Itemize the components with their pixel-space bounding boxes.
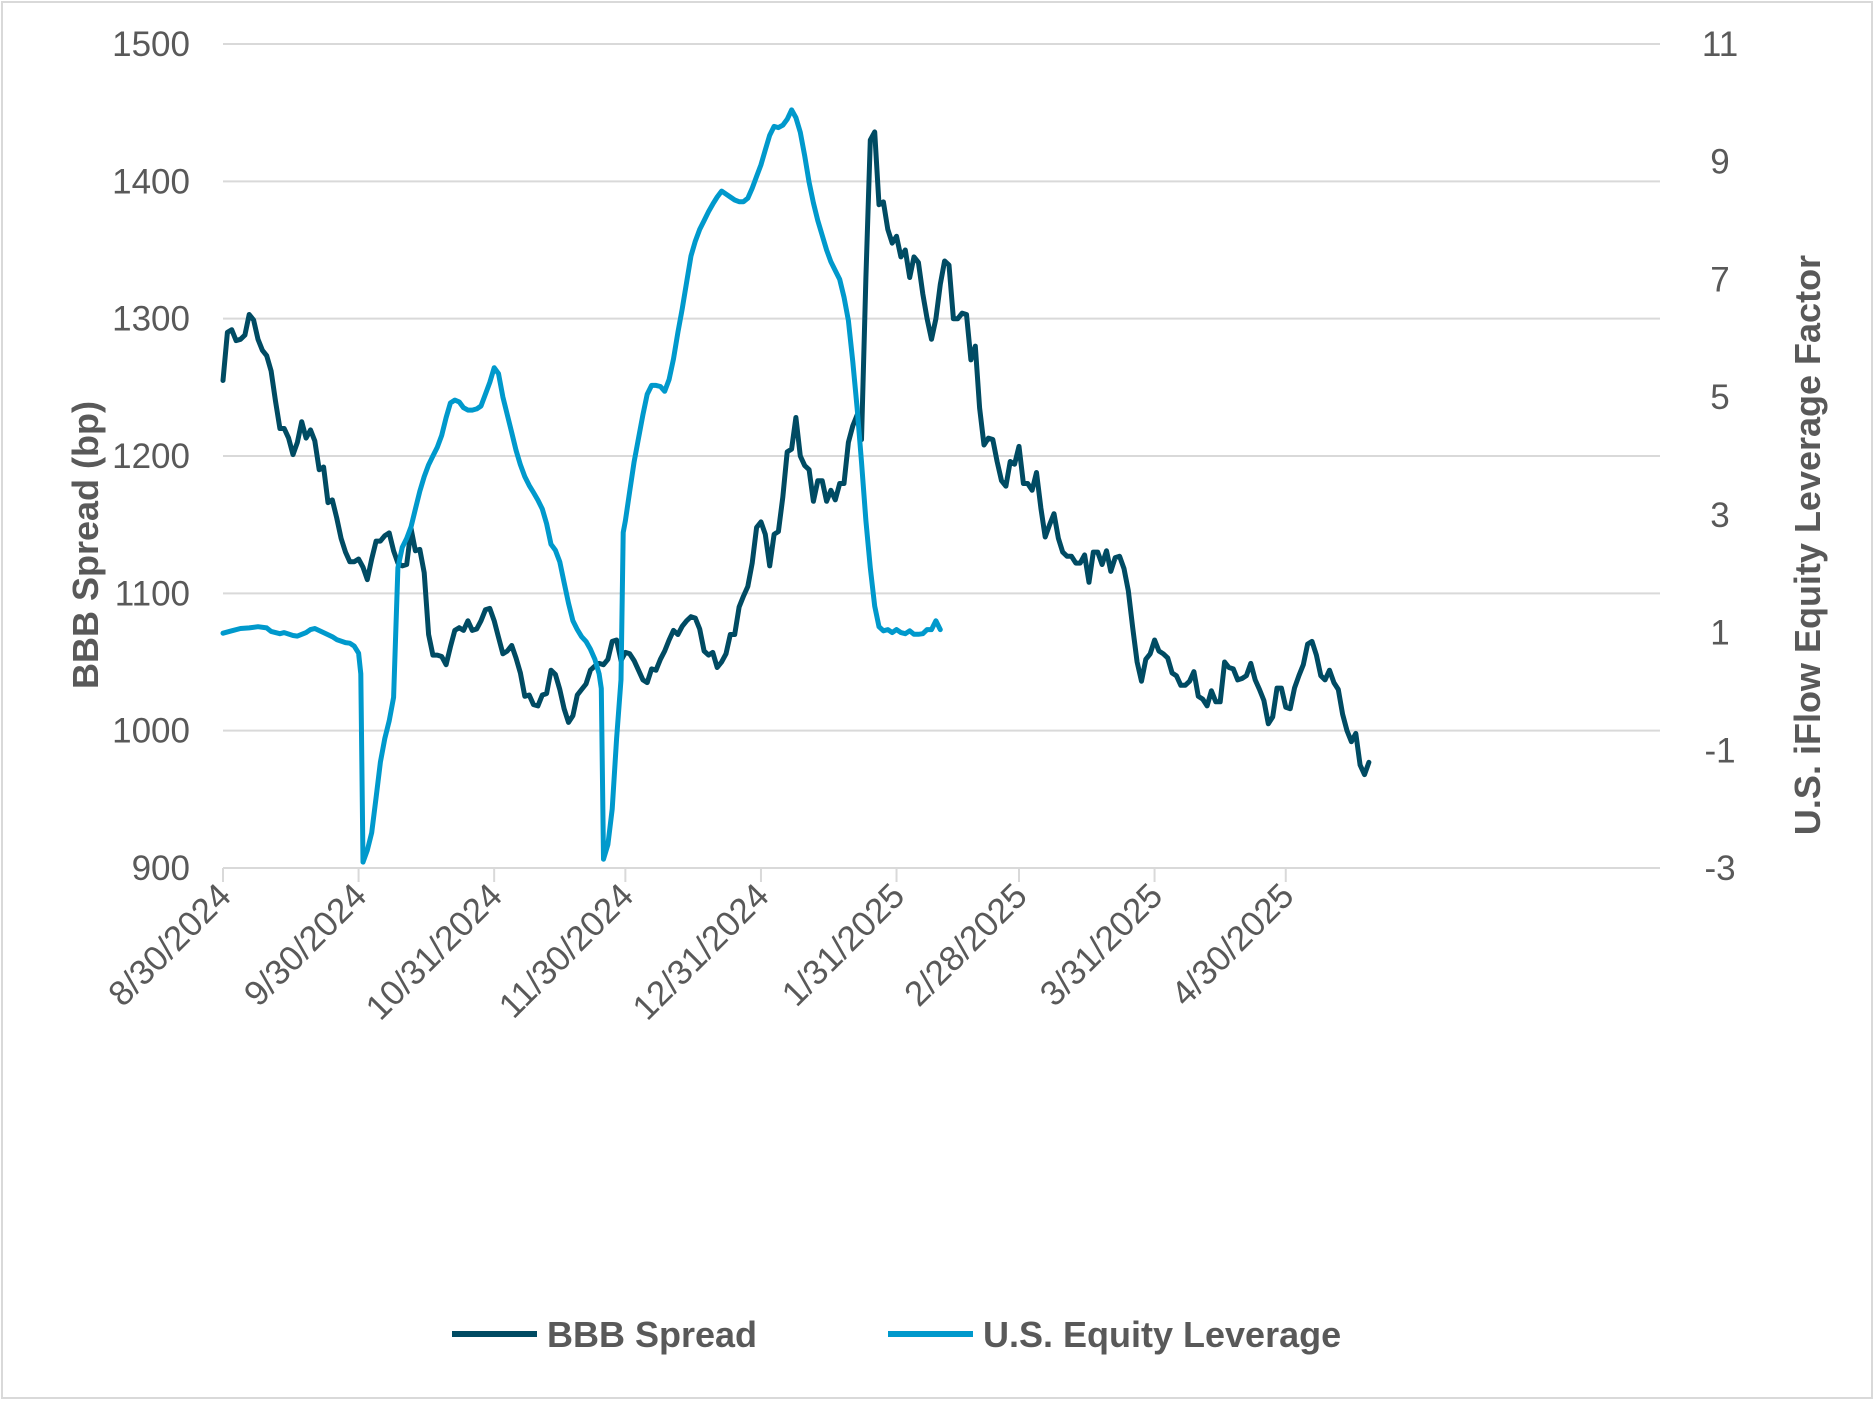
x-tick-label: 2/28/2025 (897, 876, 1035, 1014)
y-right-tick-label: -1 (1704, 731, 1735, 770)
x-axis: 8/30/20249/30/202410/31/202411/30/202412… (101, 868, 1301, 1028)
gridlines (223, 43, 1660, 869)
x-tick-label: 4/30/2025 (1164, 876, 1302, 1014)
y-axis-left-title: BBB Spread (bp) (65, 401, 106, 689)
legend-label-bbb-spread: BBB Spread (547, 1314, 757, 1355)
series-line-bbb-spread (220, 129, 1372, 778)
y-right-tick-label: -3 (1704, 849, 1735, 888)
y-right-tick-label: 5 (1710, 378, 1729, 417)
y-axis-left: 900 1000 1100 1200 1300 1400 1500 (112, 25, 190, 888)
x-tick-label: 9/30/2024 (237, 876, 375, 1014)
series-line-u-s-equity-leverage (220, 107, 943, 865)
legend-label-us-equity-leverage: U.S. Equity Leverage (983, 1314, 1341, 1355)
x-tick-label: 8/30/2024 (101, 876, 239, 1014)
x-tick-label: 3/31/2025 (1033, 876, 1171, 1014)
y-left-tick-label: 1100 (115, 574, 190, 613)
x-tick-label: 11/30/2024 (491, 876, 641, 1026)
y-left-tick-label: 1300 (112, 300, 190, 339)
y-left-tick-label: 1500 (112, 25, 190, 64)
y-left-tick-label: 1400 (112, 162, 190, 201)
y-left-tick-label: 900 (132, 849, 190, 888)
y-right-tick-label: 3 (1710, 496, 1729, 535)
x-tick-label: 10/31/2024 (358, 876, 509, 1027)
x-tick-label: 12/31/2024 (625, 876, 776, 1027)
series-layer (220, 107, 1372, 865)
y-left-tick-label: 1000 (112, 712, 190, 751)
y-axis-right-title: U.S. iFlow Equity Leverage Factor (1787, 255, 1828, 835)
x-tick-label: 1/31/2025 (775, 876, 913, 1014)
legend: BBB Spread U.S. Equity Leverage (452, 1314, 1341, 1355)
y-right-tick-label: 9 (1710, 143, 1729, 182)
y-right-tick-label: 11 (1702, 25, 1738, 64)
y-right-tick-label: 7 (1710, 260, 1729, 299)
y-right-tick-label: 1 (1710, 614, 1729, 653)
y-axis-right: -3 -1 1 3 5 7 9 11 (1702, 25, 1738, 888)
y-left-tick-label: 1200 (112, 437, 190, 476)
